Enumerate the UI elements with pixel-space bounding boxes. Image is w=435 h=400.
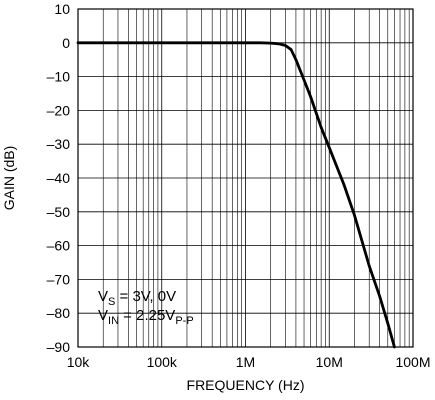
y-tick-label: –10 (47, 69, 71, 85)
supply-voltage-annotation: VS = 3V, 0V (98, 288, 176, 308)
y-tick-label: –60 (47, 238, 71, 254)
y-tick-label: 10 (54, 1, 70, 17)
series-group (76, 41, 396, 349)
y-tick-label: –30 (47, 136, 71, 152)
x-tick-label: 100k (147, 354, 178, 370)
x-tick-label: 10M (316, 354, 343, 370)
x-tick-label: 100M (395, 354, 430, 370)
y-tick-label: –40 (47, 170, 71, 186)
y-tick-label: 0 (62, 35, 70, 51)
series-line (76, 41, 396, 349)
y-axis-label: GAIN (dB) (1, 146, 17, 211)
y-tick-label: –50 (47, 204, 71, 220)
y-tick-label: –70 (47, 271, 71, 287)
y-axis-tick-labels: 10 0 –10 –20 –30 –40 –50 –60 –70 –80 –90 (47, 1, 71, 355)
y-tick-label: –90 (47, 339, 71, 355)
x-axis-tick-labels: 10k 100k 1M 10M 100M (67, 354, 431, 370)
x-axis-label: FREQUENCY (Hz) (187, 377, 305, 393)
plot-frame (77, 8, 414, 348)
y-tick-label: –20 (47, 102, 71, 118)
y-tick-label: –80 (47, 305, 71, 321)
condition-annotation: VS = 3V, 0V VIN = 2.25VP-P (98, 288, 194, 327)
x-tick-label: 1M (236, 354, 255, 370)
input-voltage-annotation: VIN = 2.25VP-P (98, 307, 194, 327)
x-tick-label: 10k (67, 354, 91, 370)
